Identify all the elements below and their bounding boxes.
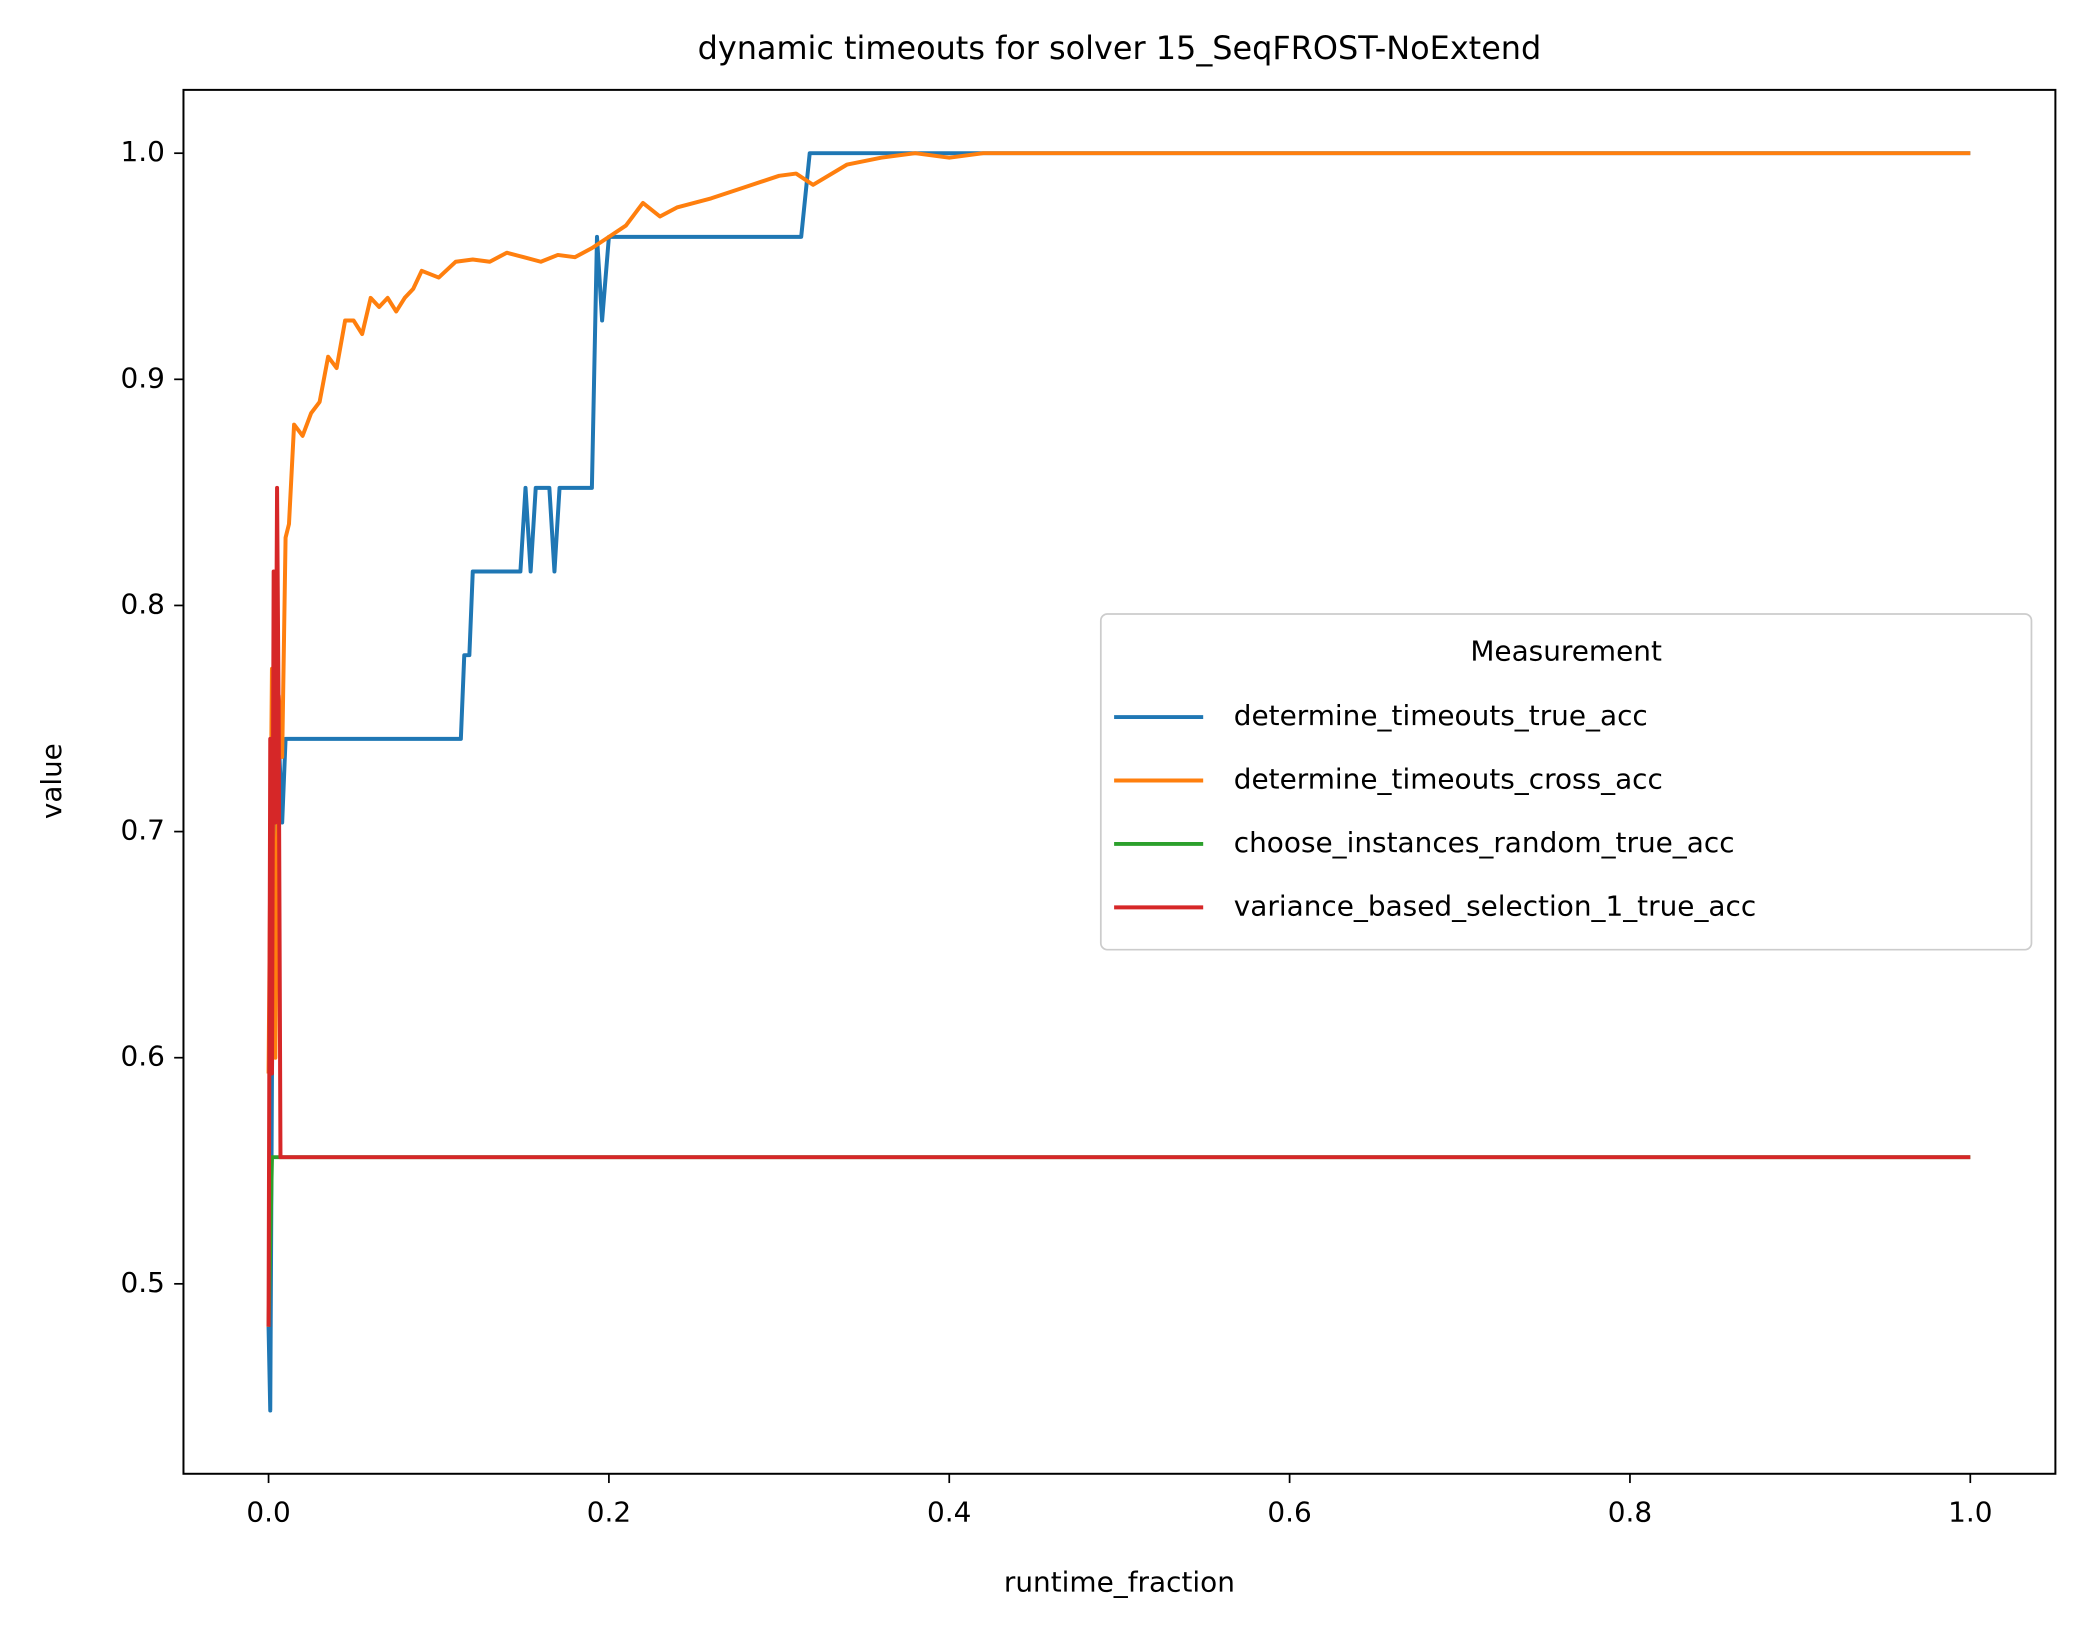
legend-box <box>1099 613 2033 951</box>
x-tick-label: 0.0 <box>246 1495 290 1528</box>
chart-title: dynamic timeouts for solver 15_SeqFROST-… <box>698 29 1542 67</box>
y-tick-label: 0.5 <box>120 1266 164 1299</box>
x-axis-label: runtime_fraction <box>1004 1566 1235 1599</box>
y-tick-label: 0.8 <box>120 588 164 621</box>
legend-title: Measurement <box>1470 634 1662 667</box>
x-tick-label: 1.0 <box>1948 1495 1992 1528</box>
x-tick-label: 0.2 <box>587 1495 631 1528</box>
y-tick-label: 0.7 <box>120 814 164 847</box>
y-tick-label: 0.9 <box>120 361 164 394</box>
x-tick-label: 0.8 <box>1608 1495 1652 1528</box>
legend-label: choose_instances_random_true_acc <box>1234 826 1735 859</box>
legend-label: determine_timeouts_cross_acc <box>1234 763 1663 796</box>
y-tick-label: 0.6 <box>120 1040 164 1073</box>
y-tick-label: 1.0 <box>120 135 164 168</box>
x-tick-label: 0.6 <box>1267 1495 1311 1528</box>
line-series <box>266 1155 1971 1327</box>
y-axis-label: value <box>35 743 68 819</box>
axes-frame <box>182 88 2057 1475</box>
legend-label: determine_timeouts_true_acc <box>1234 699 1648 732</box>
x-tick-label: 0.4 <box>927 1495 971 1528</box>
legend-label: variance_based_selection_1_true_acc <box>1234 889 1756 922</box>
line-series <box>266 151 1971 1074</box>
line-series <box>266 485 1971 1327</box>
